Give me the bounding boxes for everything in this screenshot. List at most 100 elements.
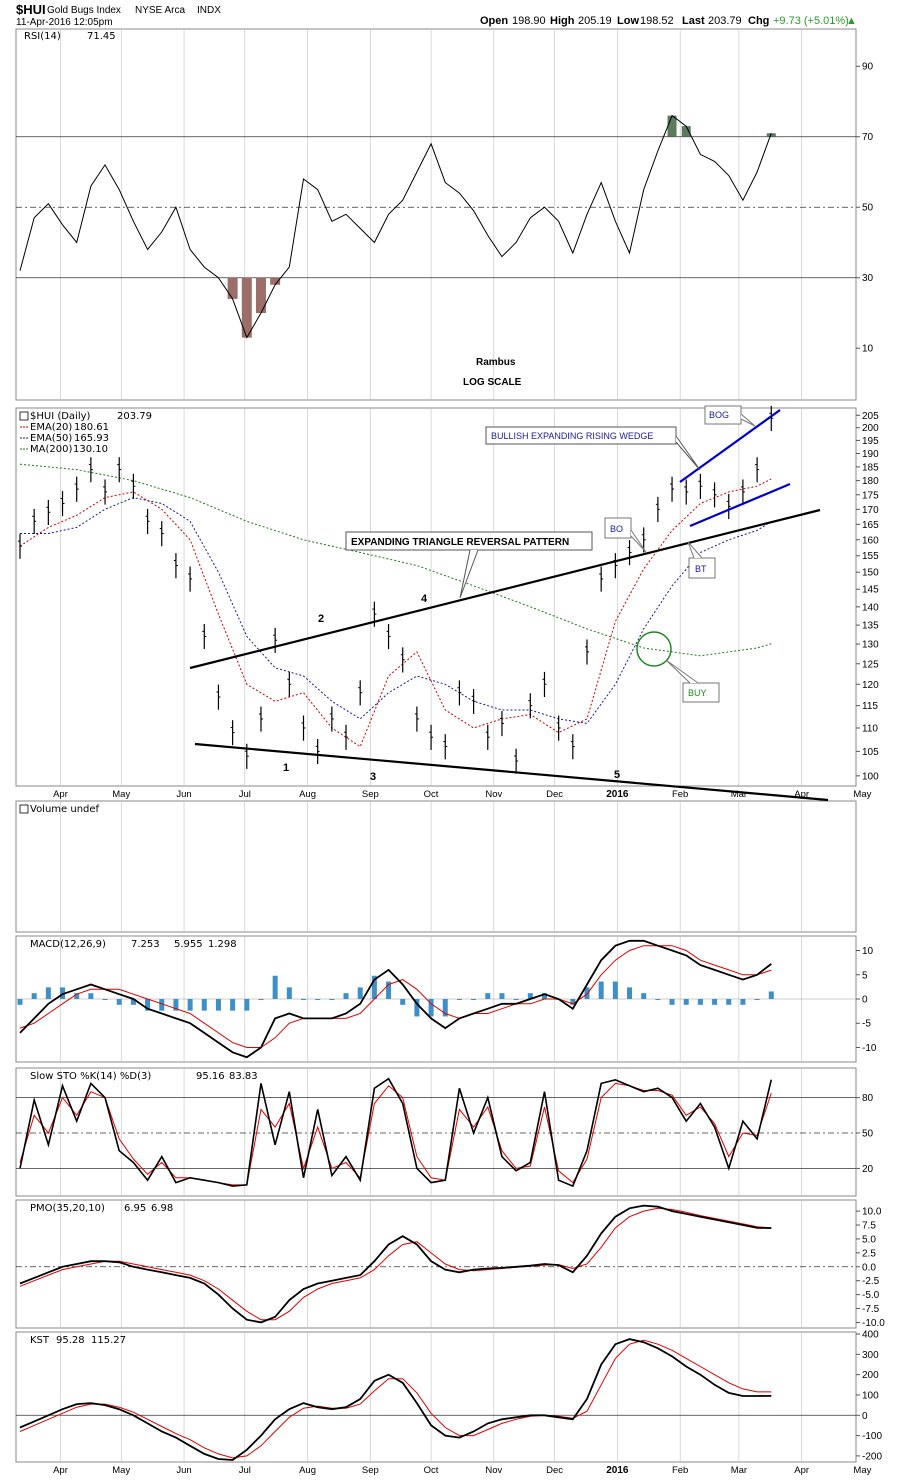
macd-hist-bar-8 [130,999,136,1005]
price-tick-label-15: 130 [862,640,879,651]
rsi-value: 71.45 [87,31,116,42]
buy-circle [636,631,672,667]
price-tick-label-0: 205 [862,411,879,422]
macd-hist-bar-1 [31,993,37,999]
price-tick-label-11: 150 [862,568,879,579]
wedge-lower-line [689,482,791,528]
kst-tick-label-1: 300 [862,1350,879,1361]
x-axis-top-month-13: May [853,789,871,800]
kst-panel-frame [15,1331,857,1463]
macd-signal-line [19,945,772,1048]
x-axis-bottom-month-8: Dec [546,1465,563,1476]
macd-hist-bar-10 [159,999,165,1011]
open-value: 198.90 [512,15,546,27]
price-tick-label-1: 200 [862,423,879,434]
x-axis-bottom-month-2: Jun [176,1465,191,1476]
wave-point-4: 4 [421,593,428,605]
volume-title: Volume undef [30,804,100,815]
rsi-title: RSI(14) [24,31,61,42]
rsi-tick-label-0: 90 [862,62,874,73]
x-axis-top-month-0: Apr [53,789,68,800]
annotations: Rambus LOG SCALE EXPANDING TRIANGLE REVE… [189,357,829,802]
x-axis-top-month-11: Mar [731,789,747,800]
kst-tick-label-3: 100 [862,1390,879,1401]
macd-tick-label-2: 0 [862,995,868,1006]
wave-point-2: 2 [318,613,324,625]
pmo-line [19,1204,772,1324]
x-axis-bottom-month-12: Apr [794,1465,809,1476]
macd-hist-bar-51 [740,999,746,1005]
bo-callout-box [604,517,632,539]
macd-hist-bar-24 [357,987,363,999]
kst-title: KST [30,1335,50,1346]
index-type: INDX [197,5,221,16]
macd-hist-bar-2 [45,987,51,999]
x-axis-bottom-month-1: May [112,1465,130,1476]
macd-hist-bar-32 [471,999,477,1000]
x-axis-bottom-month-5: Sep [362,1465,379,1476]
symbol: $HUI [16,2,46,17]
pmo-tick-label-2: 5.0 [862,1234,876,1245]
macd-hist-bar-35 [513,999,519,1000]
price-series-ema-50- [20,497,772,724]
macd-hist-bar-11 [173,999,179,1011]
pmo-value: 6.95 [124,1203,146,1214]
macd-hist-bar-41 [598,981,604,999]
x-axis-top-month-6: Oct [424,789,439,800]
price-legend-name-2: EMA(50) [30,433,72,444]
triangle-callout-box [345,531,593,551]
kst-tick-label-6: -200 [862,1451,882,1462]
price-legend-value-3: 130.10 [73,444,108,455]
macd-hist-bar-30 [442,999,448,1017]
macd-value: 7.253 [131,939,160,950]
rsi-line [19,114,772,339]
price-tick-label-9: 160 [862,535,879,546]
price-tick-label-10: 155 [862,551,879,562]
open-label: Open [480,15,508,27]
kst-tick-label-0: 400 [862,1330,879,1341]
macd-hist-bar-18 [272,975,278,999]
pmo-title: PMO(35,20,10) [30,1203,105,1214]
x-axis-bottom-month-4: Aug [299,1465,316,1476]
macd-hist-bar-40 [584,987,590,999]
macd-hist-bar-7 [116,999,122,1005]
triangle-upper-trendline [189,508,821,670]
macd-signal-value: 5.955 [174,939,203,950]
x-axis-bottom-month-13: May [853,1465,871,1476]
macd-hist-bar-39 [570,999,576,1005]
buy-label: BUY [688,688,707,698]
price-legend-value-1: 180.61 [74,422,109,433]
kst-tick-label-5: -100 [862,1431,882,1442]
triangle-lower-trendline [194,742,829,802]
price-tick-label-7: 170 [862,505,879,516]
chg-value: +9.73 (+5.01%) [773,15,849,27]
x-axis-bottom-month-3: Jul [239,1465,251,1476]
macd-hist-bar-14 [215,999,221,1011]
macd-tick-label-0: 10 [862,946,874,957]
sto-d-value: 83.83 [229,1071,258,1082]
macd-line [19,939,772,1059]
price-legend-swatch [19,411,29,421]
macd-hist-bar-0 [17,999,23,1005]
low-value: 198.52 [640,15,674,27]
rsi-tick-label-1: 70 [862,132,874,143]
price-tick-label-6: 175 [862,490,879,501]
timestamp: 11-Apr-2016 12:05pm [16,17,113,28]
macd-hist-bar-23 [343,993,349,999]
low-label: Low [617,15,639,27]
macd-hist-bar-13 [201,999,207,1011]
macd-hist-bar-50 [726,999,732,1005]
x-axis-top-month-7: Nov [485,789,502,800]
x-axis-top-month-3: Jul [239,789,251,800]
sto-k-line [19,1077,773,1188]
macd-hist-bar-31 [456,999,462,1000]
x-axis-bottom-month-6: Oct [424,1465,439,1476]
macd-tick-label-1: 5 [862,970,868,981]
price-value: 203.79 [117,411,152,422]
x-axis-top-month-2: Jun [176,789,191,800]
macd-hist-bar-3 [60,987,66,999]
sto-panel-frame [15,1067,857,1197]
chart-header: $HUI Gold Bugs Index NYSE Arca INDX 11-A… [16,2,857,28]
wedge-pattern-label: BULLISH EXPANDING RISING WEDGE [491,431,653,441]
